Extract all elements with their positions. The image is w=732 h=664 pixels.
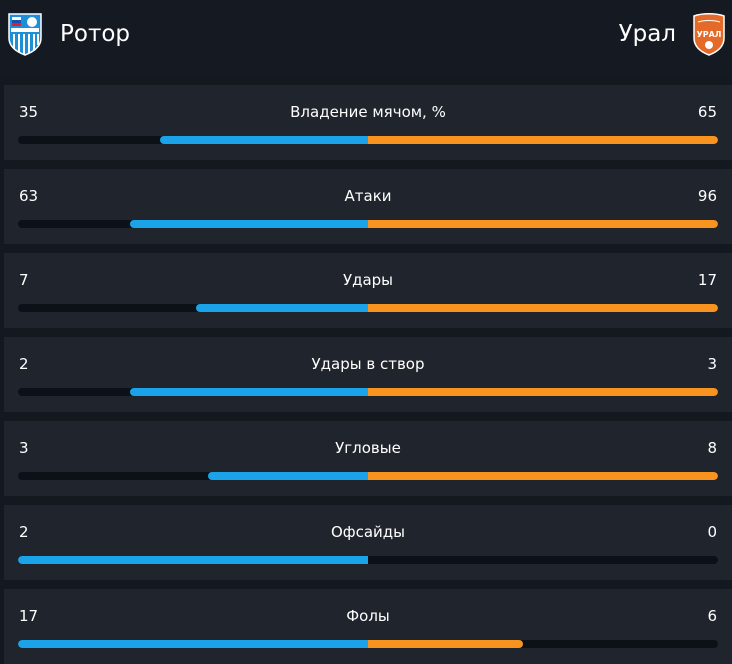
home-stat-value: 3 [19,439,29,457]
ural-logo-icon: УРАЛ [693,13,725,56]
away-stat-bar [368,640,523,648]
stat-label: Удары в створ [311,355,425,373]
away-stat-value: 8 [707,439,717,457]
stat-bar-track [18,220,718,228]
home-stat-bar [130,388,368,396]
home-stat-value: 63 [19,187,39,205]
home-stat-bar [160,136,368,144]
home-team-name: Ротор [60,21,131,47]
away-stat-bar [368,136,718,144]
away-stat-bar [368,304,718,312]
home-stat-value: 2 [19,355,29,373]
stat-bar-track [18,388,718,396]
away-stat-bar [368,472,718,480]
away-team[interactable]: Урал УРАЛ [619,0,728,68]
away-stat-value: 0 [707,523,717,541]
match-header: Ротор Урал УРАЛ [0,0,732,76]
stat-label: Фолы [346,607,390,625]
home-stat-bar [208,472,368,480]
away-stat-bar [368,388,718,396]
stat-bar-track [18,472,718,480]
home-stat-bar [18,556,368,564]
stat-row: 63 Атаки 96 [4,169,732,244]
svg-text:УРАЛ: УРАЛ [697,30,722,39]
stat-label: Офсайды [330,523,406,541]
stat-label: Владение мячом, % [290,103,446,121]
away-stat-value: 17 [697,271,717,289]
home-stat-value: 2 [19,523,29,541]
home-stat-bar [196,304,368,312]
home-stat-value: 17 [19,607,39,625]
home-stat-value: 35 [19,103,39,121]
stat-row: 17 Фолы 6 [4,589,732,664]
away-stat-value: 3 [707,355,717,373]
stat-label: Атаки [344,187,392,205]
rotor-logo-icon [8,13,42,56]
stat-row: 3 Угловые 8 [4,421,732,496]
stat-label: Угловые [335,439,401,457]
stat-bar-track [18,556,718,564]
home-stat-value: 7 [19,271,29,289]
away-stat-value: 6 [707,607,717,625]
home-stat-bar [18,640,368,648]
stat-label: Удары [342,271,394,289]
stat-row: 2 Удары в створ 3 [4,337,732,412]
stat-row: 7 Удары 17 [4,253,732,328]
stat-row: 35 Владение мячом, % 65 [4,85,732,160]
home-team[interactable]: Ротор [6,0,130,68]
stat-bar-track [18,304,718,312]
away-stat-value: 65 [697,103,717,121]
stat-bar-track [18,136,718,144]
away-team-name: Урал [618,21,676,47]
stat-bar-track [18,640,718,648]
away-stat-value: 96 [697,187,717,205]
away-stat-bar [368,220,718,228]
stat-row: 2 Офсайды 0 [4,505,732,580]
home-stat-bar [130,220,368,228]
